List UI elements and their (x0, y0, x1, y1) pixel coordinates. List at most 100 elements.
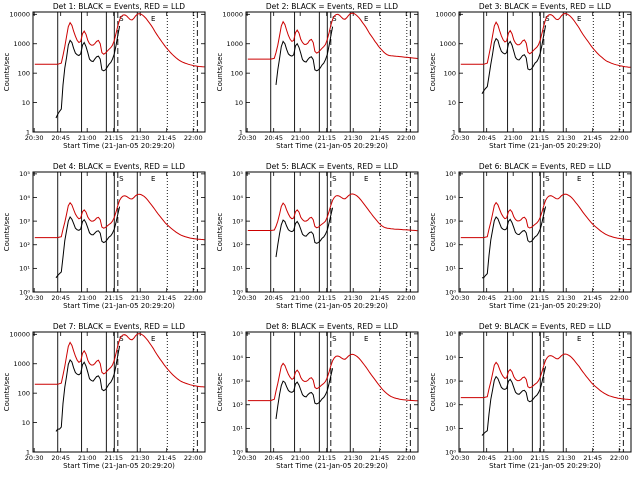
y-tick-label: 10⁴ (232, 354, 243, 362)
x-tick-label: 20:30 (238, 134, 257, 142)
x-tick-label: 21:00 (291, 454, 310, 462)
x-tick-label: 20:30 (25, 134, 44, 142)
y-tick-label: 100 (444, 69, 456, 77)
y-axis-label: Counts/sec (3, 53, 11, 92)
x-tick-label: 21:45 (157, 294, 176, 302)
x-tick-label: 20:45 (477, 454, 496, 462)
x-tick-label: 21:45 (370, 134, 389, 142)
x-tick-label: 20:30 (451, 454, 470, 462)
events-series-line (55, 345, 121, 432)
x-tick-label: 21:45 (583, 294, 602, 302)
y-tick-label: 10¹ (445, 265, 456, 273)
interval-marker-label: S (545, 335, 550, 343)
interval-marker-label: E (151, 335, 155, 343)
x-tick-label: 21:45 (370, 454, 389, 462)
x-tick-label: 20:45 (51, 294, 70, 302)
x-tick-label: 21:30 (344, 134, 363, 142)
lld-series-line (34, 193, 205, 241)
x-tick-label: 21:30 (557, 134, 576, 142)
x-tick-label: 22:00 (610, 454, 629, 462)
plot-frame (32, 11, 206, 133)
detector-panel: Det 2: BLACK = Events, RED = LLD 1 10 100 10… (216, 2, 419, 150)
y-axis-label: Counts/sec (216, 53, 224, 92)
interval-marker-label: E (364, 175, 368, 183)
x-tick-label: 21:30 (557, 294, 576, 302)
y-tick-label: 10¹ (445, 425, 456, 433)
plot-frame (458, 171, 632, 293)
x-tick-label: 21:15 (104, 454, 123, 462)
panel-title: Det 4: BLACK = Events, RED = LLD (53, 162, 185, 171)
interval-marker-label: S (545, 15, 550, 23)
y-tick-label: 1 (452, 128, 456, 136)
x-tick-label: 22:00 (610, 294, 629, 302)
interval-marker-label: S (119, 15, 124, 23)
interval-marker-label: E (577, 175, 581, 183)
x-tick-label: 20:30 (451, 134, 470, 142)
y-tick-label: 10⁰ (445, 448, 456, 456)
x-tick-label: 20:30 (238, 294, 257, 302)
y-tick-label: 100 (231, 69, 243, 77)
y-tick-label: 100 (18, 389, 30, 397)
interval-marker-label: E (364, 15, 368, 23)
y-tick-label: 1000 (13, 40, 30, 48)
x-tick-label: 20:45 (264, 454, 283, 462)
plot-frame (32, 331, 206, 453)
interval-marker-label: E (577, 15, 581, 23)
x-tick-label: 21:30 (131, 134, 150, 142)
interval-marker-label: E (364, 335, 368, 343)
y-tick-label: 10⁰ (232, 448, 243, 456)
interval-marker-label: E (151, 175, 155, 183)
y-tick-label: 1000 (226, 40, 243, 48)
plot-frame (458, 331, 632, 453)
x-axis-label: Start Time (21-Jan-05 20:29:20) (489, 462, 601, 470)
interval-marker-label: S (119, 335, 124, 343)
detector-panel: Det 4: BLACK = Events, RED = LLD 10⁰ 10¹ 10… (3, 162, 206, 310)
y-tick-label: 10³ (232, 377, 243, 385)
y-tick-label: 1000 (439, 40, 456, 48)
x-tick-label: 20:45 (51, 134, 70, 142)
detector-panel: Det 6: BLACK = Events, RED = LLD 10⁰ 10¹ 10… (429, 162, 632, 310)
x-tick-label: 20:45 (264, 134, 283, 142)
y-tick-label: 10⁵ (232, 330, 243, 338)
x-tick-label: 21:15 (530, 294, 549, 302)
x-tick-label: 22:00 (184, 294, 203, 302)
y-tick-label: 10² (232, 241, 243, 249)
y-tick-label: 100 (18, 69, 30, 77)
events-series-line (275, 26, 334, 85)
panel-title: Det 7: BLACK = Events, RED = LLD (53, 322, 185, 331)
y-tick-label: 10² (232, 401, 243, 409)
y-axis-label: Counts/sec (429, 213, 437, 252)
panel-title: Det 9: BLACK = Events, RED = LLD (479, 322, 611, 331)
interval-marker-label: S (332, 15, 337, 23)
y-axis-label: Counts/sec (429, 53, 437, 92)
x-tick-label: 21:45 (157, 454, 176, 462)
x-tick-label: 21:00 (504, 454, 523, 462)
y-tick-label: 10⁰ (445, 288, 456, 296)
y-tick-label: 10³ (232, 217, 243, 225)
y-tick-label: 10⁴ (445, 194, 456, 202)
events-series-line (55, 25, 121, 119)
x-tick-label: 21:15 (317, 454, 336, 462)
lld-series-line (34, 333, 205, 388)
lld-series-line (247, 12, 418, 60)
x-axis-label: Start Time (21-Jan-05 20:29:20) (276, 302, 388, 310)
x-tick-label: 21:15 (530, 134, 549, 142)
x-axis-label: Start Time (21-Jan-05 20:29:20) (276, 142, 388, 150)
interval-marker-label: S (332, 175, 337, 183)
x-tick-label: 20:45 (51, 454, 70, 462)
y-tick-label: 10000 (9, 331, 30, 339)
x-tick-label: 22:00 (397, 454, 416, 462)
x-tick-label: 22:00 (397, 134, 416, 142)
x-tick-label: 22:00 (397, 294, 416, 302)
plot-frame (245, 11, 419, 133)
x-tick-label: 21:15 (530, 454, 549, 462)
detector-panel: Det 1: BLACK = Events, RED = LLD 1 10 100 10… (3, 2, 206, 150)
events-series-line (55, 206, 121, 279)
x-tick-label: 20:45 (477, 294, 496, 302)
y-tick-label: 10⁰ (232, 288, 243, 296)
events-series-line (275, 368, 334, 420)
y-tick-label: 10⁵ (445, 170, 456, 178)
y-axis-label: Counts/sec (216, 373, 224, 412)
x-tick-label: 22:00 (184, 454, 203, 462)
y-tick-label: 1 (239, 128, 243, 136)
